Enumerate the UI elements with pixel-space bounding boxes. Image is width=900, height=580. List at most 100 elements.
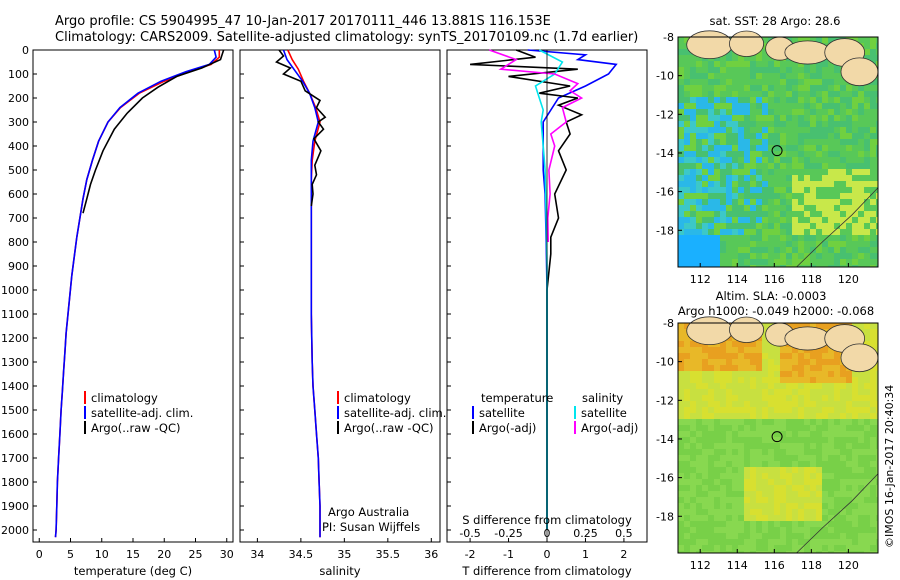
- map-cell: [756, 377, 762, 383]
- map-cell: [714, 461, 720, 467]
- map-cell: [834, 509, 840, 515]
- map-cell: [726, 85, 732, 91]
- map-cell: [690, 413, 696, 419]
- map-cell: [714, 265, 720, 267]
- map-cell: [732, 199, 738, 205]
- map-cell: [804, 467, 810, 473]
- map-cell: [780, 163, 786, 169]
- map-cell: [678, 473, 684, 479]
- map-cell: [708, 359, 714, 365]
- map-cell: [792, 443, 798, 449]
- map-cell: [798, 205, 804, 211]
- map-cell: [720, 341, 726, 347]
- map-cell: [738, 467, 744, 473]
- map-cell: [846, 187, 852, 193]
- map-cell: [756, 121, 762, 127]
- map-cell: [702, 401, 708, 407]
- map-cell: [870, 539, 876, 545]
- map-cell: [774, 515, 780, 521]
- map-cell: [852, 139, 858, 145]
- map-cell: [732, 371, 738, 377]
- x-tick-label: 120: [838, 273, 859, 286]
- map-cell: [864, 461, 870, 467]
- map-cell: [816, 431, 822, 437]
- map-cell: [870, 103, 876, 109]
- map-cell: [744, 545, 750, 551]
- map-cell: [846, 133, 852, 139]
- map-cell: [726, 521, 732, 527]
- map-cell: [750, 437, 756, 443]
- map-cell: [840, 79, 846, 85]
- map-cell: [834, 265, 840, 267]
- map-cell: [822, 353, 828, 359]
- map-cell: [726, 127, 732, 133]
- map-cell: [714, 175, 720, 181]
- map-cell: [864, 395, 870, 401]
- y-tick-label: 1000: [1, 284, 29, 297]
- map-cell: [774, 407, 780, 413]
- map-cell: [738, 551, 744, 553]
- map-cell: [768, 461, 774, 467]
- map-cell: [732, 503, 738, 509]
- map-cell: [822, 389, 828, 395]
- map-cell: [744, 473, 750, 479]
- map-cell: [816, 265, 822, 267]
- map-cell: [798, 193, 804, 199]
- map-cell: [858, 229, 864, 235]
- map-cell: [828, 455, 834, 461]
- map-cell: [732, 169, 738, 175]
- map-cell: [762, 389, 768, 395]
- map-cell: [834, 151, 840, 157]
- legend-argo-label: Argo(..raw -QC): [91, 421, 181, 435]
- map-cell: [810, 163, 816, 169]
- map-cell: [708, 235, 714, 241]
- map-cell: [840, 431, 846, 437]
- map-cell: [828, 67, 834, 73]
- map-cell: [780, 169, 786, 175]
- map-cell: [834, 383, 840, 389]
- map-cell: [750, 485, 756, 491]
- map-cell: [840, 389, 846, 395]
- map-cell: [780, 73, 786, 79]
- y-tick-label: 200: [8, 92, 29, 105]
- land-island: [686, 30, 733, 60]
- map-cell: [876, 139, 878, 145]
- map-cell: [810, 133, 816, 139]
- map-cell: [744, 425, 750, 431]
- map-cell: [720, 467, 726, 473]
- map-cell: [780, 437, 786, 443]
- map-cell: [840, 229, 846, 235]
- map-cell: [804, 169, 810, 175]
- map-cell: [768, 73, 774, 79]
- map-cell: [708, 413, 714, 419]
- map-cell: [756, 347, 762, 353]
- map-cell: [852, 431, 858, 437]
- map-cell: [732, 85, 738, 91]
- map-cell: [708, 73, 714, 79]
- map-frame: [677, 36, 879, 268]
- map-cell: [756, 187, 762, 193]
- map-cell: [738, 109, 744, 115]
- map-cell: [804, 247, 810, 253]
- map-cell: [726, 515, 732, 521]
- map-cell: [828, 353, 834, 359]
- map-cell: [714, 497, 720, 503]
- map-cell: [822, 323, 828, 329]
- y-tick-label: 500: [8, 164, 29, 177]
- map-cell: [798, 133, 804, 139]
- pi-label: PI: Susan Wijffels: [322, 520, 420, 534]
- map-cell: [864, 449, 870, 455]
- map-cell: [792, 437, 798, 443]
- map-cell: [768, 449, 774, 455]
- map-cell: [714, 127, 720, 133]
- map-cell: [738, 527, 744, 533]
- map-cell: [834, 389, 840, 395]
- map-cell: [792, 461, 798, 467]
- map-cell: [762, 551, 768, 553]
- map-cell: [870, 413, 876, 419]
- map-cell: [810, 67, 816, 73]
- map-cell: [798, 521, 804, 527]
- map-cell: [756, 491, 762, 497]
- map-cell: [762, 539, 768, 545]
- map-cell: [822, 193, 828, 199]
